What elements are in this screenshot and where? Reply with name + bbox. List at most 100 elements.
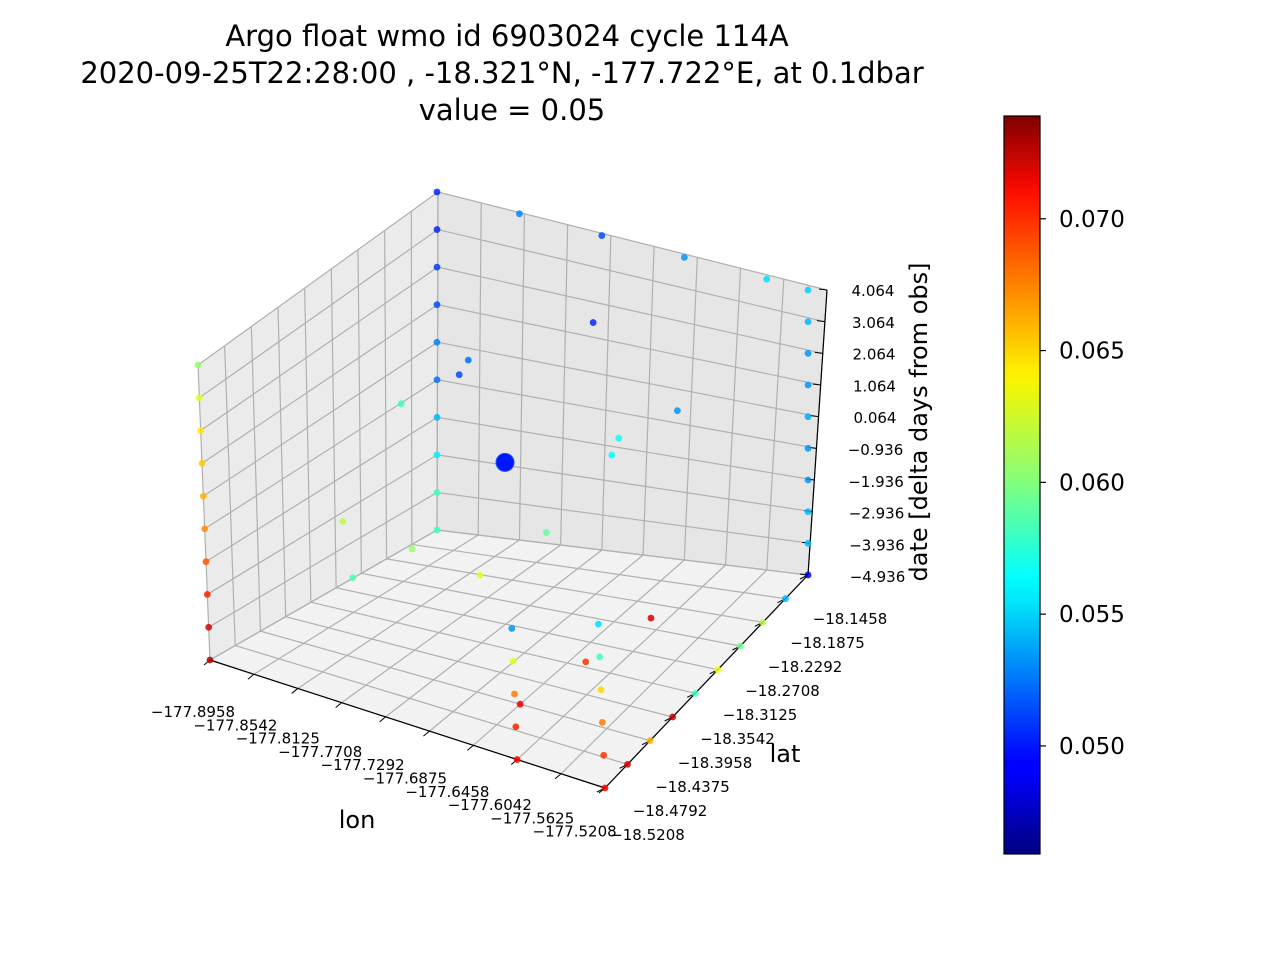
back-grid-line — [437, 304, 821, 386]
back-grid-line — [642, 246, 655, 556]
data-point — [516, 210, 523, 218]
data-point — [804, 381, 812, 389]
floor-pane — [210, 530, 808, 788]
colorbar-tick-label: 0.055 — [1059, 602, 1125, 628]
back-pane — [437, 192, 827, 575]
x-tick-label: −177.8542 — [193, 716, 277, 734]
y-tick-label: −18.3958 — [678, 754, 753, 772]
x-tick-label: −177.7292 — [321, 756, 405, 774]
y-tick-label: −18.3125 — [723, 706, 798, 724]
data-point — [433, 376, 441, 384]
data-point — [197, 427, 205, 434]
data-point — [513, 756, 521, 763]
data-point — [646, 737, 654, 745]
colorbar: 0.050 0.055 0.060 0.065 0.070 — [1003, 115, 1125, 855]
back-grid-line — [560, 224, 569, 546]
data-point — [542, 529, 550, 536]
data-point — [608, 451, 616, 459]
back-grid-line — [601, 235, 612, 551]
floor-grid-line — [411, 543, 786, 600]
colorbar-tick-label: 0.050 — [1059, 734, 1125, 760]
back-grid-line — [437, 491, 811, 544]
data-point — [194, 361, 202, 369]
x-tick-label: −177.6458 — [405, 783, 489, 801]
left-grid-line — [198, 229, 439, 399]
data-point — [598, 719, 606, 726]
data-point — [349, 574, 357, 582]
left-grid-line — [304, 288, 312, 603]
data-point — [408, 545, 416, 553]
floor-grid-line — [385, 549, 603, 718]
data-point — [804, 349, 812, 357]
data-point — [763, 275, 771, 283]
data-point — [205, 623, 213, 631]
floor-grid-line — [235, 644, 628, 765]
data-point — [782, 595, 789, 603]
back-grid-line — [437, 228, 826, 323]
floor-grid-line — [253, 534, 479, 675]
colorbar-tick-label: 0.070 — [1059, 207, 1125, 233]
back-grid-line — [436, 529, 809, 576]
y-tick-label: −18.5208 — [610, 826, 685, 844]
data-point — [669, 713, 677, 721]
data-point — [673, 407, 681, 415]
x-tick-label: −177.8125 — [236, 730, 320, 748]
x-tick-label: −177.7708 — [278, 743, 362, 761]
data-point — [198, 459, 206, 467]
data-point — [582, 658, 590, 666]
data-point — [433, 226, 441, 233]
left-grid-line — [357, 249, 362, 574]
z-tick-mark — [810, 415, 819, 418]
z-tick-label: −2.936 — [849, 505, 905, 523]
z-axis-line — [807, 289, 828, 576]
data-point — [397, 400, 405, 408]
colorbar-tick-label: 0.060 — [1059, 470, 1125, 496]
back-grid-line — [437, 341, 819, 418]
x-tick-label: −177.5208 — [533, 823, 617, 841]
data-point — [804, 444, 812, 452]
y-tick-label: −18.2708 — [745, 682, 820, 700]
data-point — [433, 338, 441, 346]
data-point — [206, 656, 214, 664]
floor-grid-line — [310, 601, 696, 694]
x-tick-label: −177.5625 — [490, 809, 574, 827]
z-tick-label: 3.064 — [852, 314, 895, 332]
data-point — [455, 371, 463, 379]
floor-grid-line — [429, 554, 644, 732]
colorbar-gradient — [1003, 115, 1041, 855]
z-tick-label: −3.936 — [849, 536, 905, 554]
observation-marker — [495, 452, 515, 472]
data-point — [202, 558, 210, 566]
data-point — [736, 642, 744, 650]
data-point — [516, 700, 524, 708]
x-axis-line — [209, 659, 606, 789]
floor-grid-line — [361, 572, 741, 647]
colorbar-ticks: 0.050 0.055 0.060 0.065 0.070 — [1040, 207, 1125, 760]
left-grid-line — [330, 268, 337, 588]
left-grid-line — [277, 307, 287, 617]
y-axis-line — [604, 574, 809, 789]
x-tick-mark — [554, 773, 562, 780]
left-grid-line — [200, 266, 439, 432]
left-grid-line — [250, 326, 262, 632]
data-point — [203, 591, 211, 598]
data-point — [600, 751, 608, 759]
x-axis-ticks: −177.8958−177.8542−177.8125−177.7708−177… — [151, 659, 617, 841]
observation-marker-group — [495, 452, 515, 472]
back-grid-line — [437, 379, 817, 449]
scatter-points — [194, 188, 812, 792]
back-grid-line — [436, 191, 439, 531]
back-grid-line — [518, 213, 526, 541]
data-point — [433, 301, 441, 309]
back-grid-line — [766, 279, 785, 571]
data-point — [201, 525, 209, 533]
x-tick-mark — [423, 730, 430, 737]
back-grid-line — [437, 266, 823, 354]
data-point — [508, 625, 516, 632]
z-axis-label: date [delta days from obs] — [905, 262, 933, 581]
data-point — [511, 690, 518, 698]
data-point — [597, 686, 605, 694]
y-axis-ticks: −18.1458 −18.1875 −18.2292 −18.2708 −18.3125… — [596, 574, 887, 844]
data-point — [433, 413, 441, 421]
data-point — [433, 526, 441, 534]
